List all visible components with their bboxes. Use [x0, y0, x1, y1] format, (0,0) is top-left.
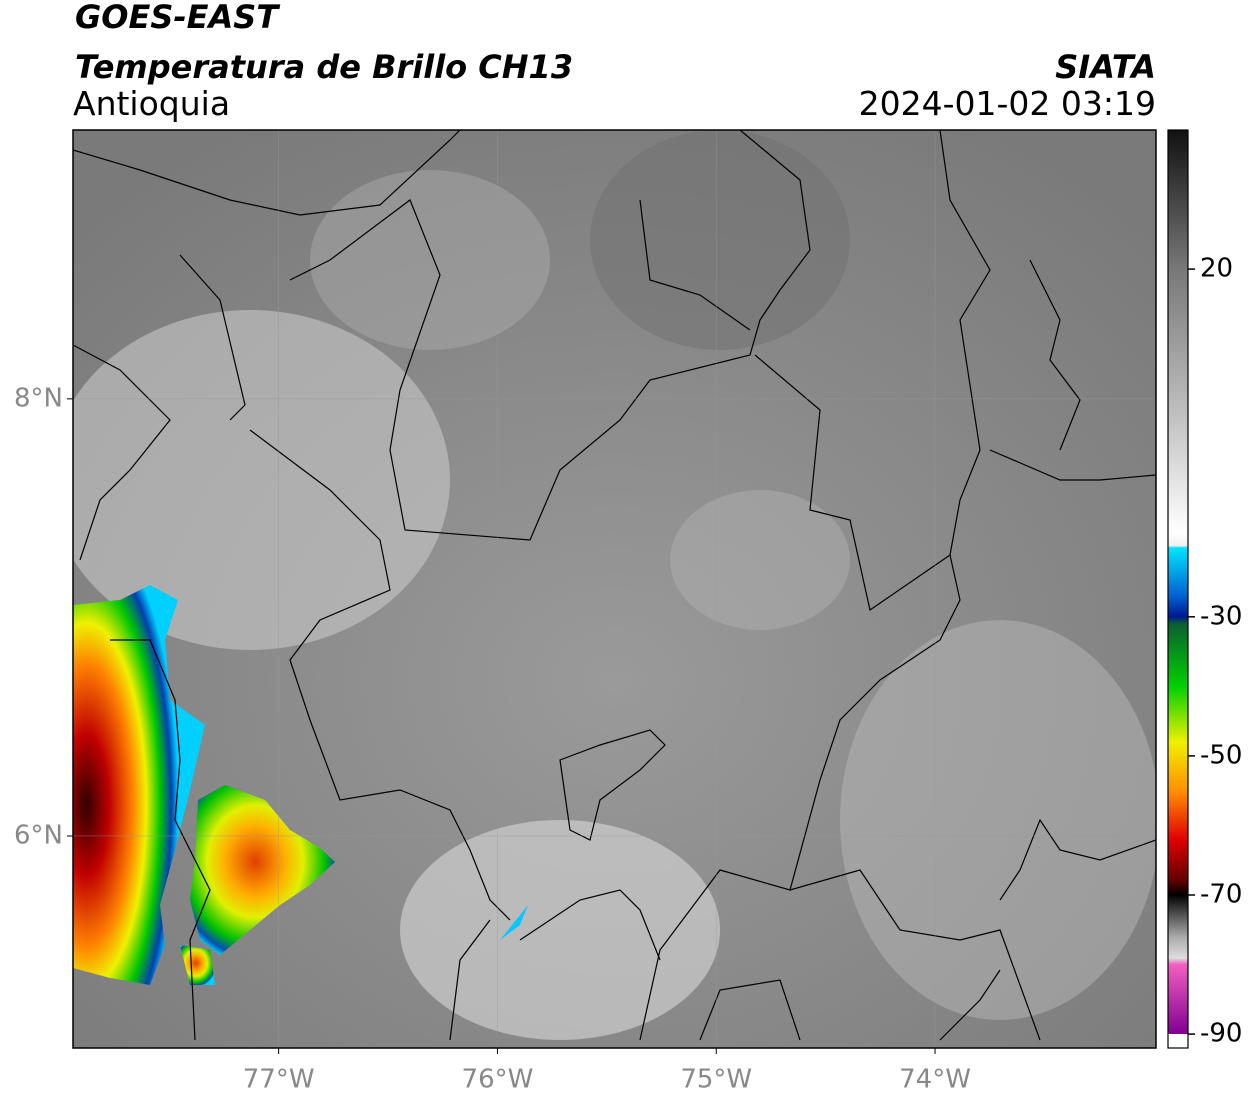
- grid: [73, 130, 1156, 1048]
- x-tick-label: 74°W: [899, 1065, 971, 1095]
- x-tick-label: 76°W: [462, 1065, 534, 1095]
- colorbar-tick-label: -70: [1200, 880, 1242, 910]
- map-frame: [72, 129, 1157, 1049]
- product-title: Temperatura de Brillo CH13: [75, 48, 573, 86]
- satellite-title: GOES-EAST: [75, 0, 280, 36]
- region-label: Antioquia: [73, 84, 230, 123]
- colorbar-tick-label: -90: [1200, 1019, 1242, 1049]
- map-image: [73, 130, 1156, 1048]
- y-tick-label: 8°N: [14, 383, 63, 413]
- colorbar-tick-label: -30: [1200, 601, 1242, 631]
- colorbar: [1167, 129, 1189, 1049]
- agency-label: SIATA: [1055, 48, 1156, 86]
- colorbar-tick-label: 20: [1200, 254, 1233, 284]
- x-tick-label: 77°W: [243, 1065, 315, 1095]
- colorbar-tick-label: -50: [1200, 740, 1242, 770]
- y-tick-label: 6°N: [14, 820, 63, 850]
- x-tick-label: 75°W: [680, 1065, 752, 1095]
- datetime-label: 2024-01-02 03:19: [859, 84, 1156, 123]
